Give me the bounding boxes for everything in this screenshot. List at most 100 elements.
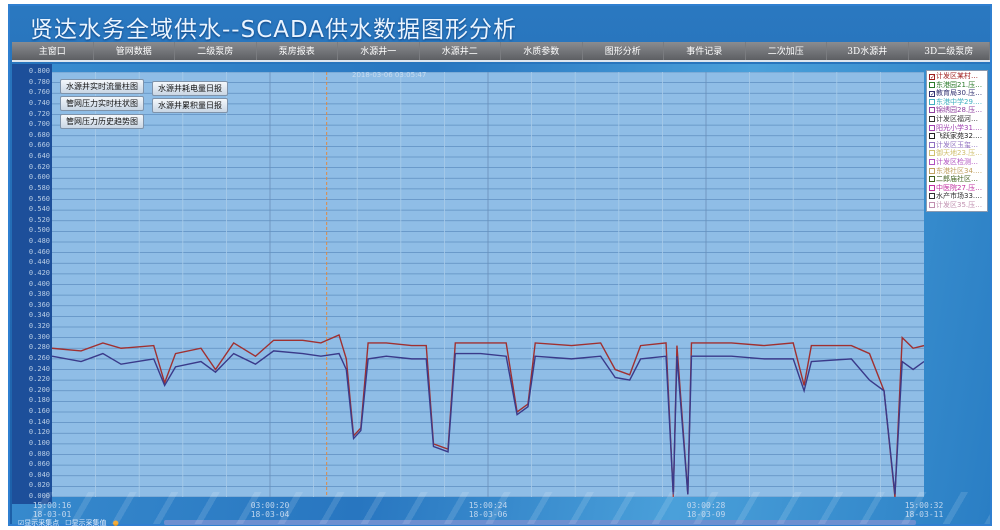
legend-label: 阳光小学31.… xyxy=(936,123,983,132)
y-tick-label: 0.700 xyxy=(28,120,50,129)
legend-item[interactable]: ✓教育局30.压… xyxy=(929,89,985,98)
show-points-checkbox[interactable]: ☑显示采集点 xyxy=(18,519,60,527)
y-tick-label: 0.680 xyxy=(28,130,50,139)
nav-item-4[interactable]: 水源井一 xyxy=(338,42,420,60)
legend-checkbox[interactable] xyxy=(929,115,935,122)
nav-item-10[interactable]: 3D水源井 xyxy=(827,42,909,60)
show-values-checkbox[interactable]: ☐显示采集值 xyxy=(65,519,107,527)
y-tick-label: 0.520 xyxy=(28,215,50,224)
x-tick-line: 15:00:24 xyxy=(468,501,508,510)
nav-item-11[interactable]: 3D二级泵房 xyxy=(909,42,990,60)
x-tick-label: 03:00:28 18-03-09 xyxy=(676,501,736,519)
y-tick-label: 0.740 xyxy=(28,98,50,107)
legend-item[interactable]: 飞跃家苑32.… xyxy=(929,132,985,141)
y-tick-label: 0.640 xyxy=(28,152,50,160)
legend-checkbox[interactable] xyxy=(929,141,935,148)
nav-item-3[interactable]: 泵房报表 xyxy=(257,42,338,60)
nav-item-5[interactable]: 水源井二 xyxy=(420,42,501,60)
legend-checkbox[interactable] xyxy=(929,124,935,131)
legend-item[interactable]: ✓计发区某村… xyxy=(929,72,985,81)
y-tick-label: 0.240 xyxy=(28,364,50,373)
series-line-0 xyxy=(52,334,924,497)
plot-area[interactable]: 2018-03-06 03:05:47 水源井实时流量柱图 管网压力实时柱状图 … xyxy=(52,71,924,497)
y-tick-label: 0.400 xyxy=(28,279,50,288)
legend-checkbox[interactable] xyxy=(929,158,935,165)
y-tick-label: 0.140 xyxy=(28,417,50,426)
legend-item[interactable]: 东港园21.压… xyxy=(929,81,985,90)
legend-checkbox[interactable] xyxy=(929,81,935,88)
y-tick-label: 0.440 xyxy=(28,258,50,267)
legend-label: 计发区玉玺… xyxy=(936,140,978,149)
y-axis: 0.000 0.020 0.040 0.060 0.080 0.100 0.120 0.140… xyxy=(12,64,52,504)
legend-checkbox[interactable]: ✓ xyxy=(929,91,936,98)
legend-checkbox[interactable] xyxy=(929,107,935,114)
flow-bar-chart-button[interactable]: 水源井实时流量柱图 xyxy=(60,79,144,94)
legend-label: 飞跃家苑32.… xyxy=(936,132,983,141)
legend-item[interactable]: 水产市场33.… xyxy=(929,192,985,201)
x-tick-label: 15:00:16 18-03-01 xyxy=(22,501,82,519)
legend-item[interactable]: 二郎庙社区… xyxy=(929,175,985,184)
legend-item[interactable]: 锦绣园28.压… xyxy=(929,106,985,115)
y-tick-label: 0.100 xyxy=(28,438,50,447)
legend-label: 锦绣园28.压… xyxy=(936,106,983,115)
nav-item-2[interactable]: 二级泵房 xyxy=(175,42,257,60)
legend-checkbox[interactable] xyxy=(929,98,935,105)
legend-item[interactable]: 御天地23.压… xyxy=(929,149,985,158)
legend-checkbox[interactable] xyxy=(929,167,935,174)
y-tick-label: 0.000 xyxy=(28,492,50,500)
time-scrollbar[interactable] xyxy=(164,520,916,525)
x-tick-line: 18-03-01 xyxy=(32,510,72,519)
legend-checkbox[interactable] xyxy=(929,201,935,208)
y-tick-label: 0.380 xyxy=(28,290,50,299)
x-tick-line: 03:00:28 xyxy=(686,501,726,510)
trend-chart xyxy=(52,72,924,497)
x-tick-line: 15:00:32 xyxy=(904,501,944,510)
nav-item-7[interactable]: 图形分析 xyxy=(583,42,664,60)
bottom-options: ☑显示采集点 ☐显示采集值 ● xyxy=(18,518,119,528)
legend-checkbox[interactable] xyxy=(929,150,935,157)
legend-checkbox[interactable] xyxy=(929,184,935,191)
nav-item-0[interactable]: 主窗口 xyxy=(12,42,94,60)
legend-label: 东港中学29.… xyxy=(936,97,983,106)
y-tick-label: 0.620 xyxy=(28,162,50,171)
y-tick-label: 0.220 xyxy=(28,375,50,384)
play-icon[interactable]: ● xyxy=(112,519,119,527)
y-tick-label: 0.260 xyxy=(28,353,50,362)
legend-checkbox[interactable] xyxy=(929,176,935,183)
legend-item[interactable]: 计发区检测… xyxy=(929,158,985,167)
chart-panel: 0.000 0.020 0.040 0.060 0.080 0.100 0.120 0.140… xyxy=(12,64,990,527)
legend-item[interactable]: 东港中学29.… xyxy=(929,98,985,107)
legend-checkbox[interactable]: ✓ xyxy=(929,74,936,81)
series-line-1 xyxy=(52,350,924,495)
legend-item[interactable]: 东港社区34.… xyxy=(929,167,985,176)
y-tick-label: 0.120 xyxy=(28,428,50,437)
x-tick-line: 15:00:16 xyxy=(32,501,72,510)
nav-item-6[interactable]: 水质参数 xyxy=(501,42,583,60)
pressure-history-button[interactable]: 管网压力历史趋势图 xyxy=(60,114,144,129)
nav-item-1[interactable]: 管网数据 xyxy=(94,42,175,60)
nav-item-9[interactable]: 二次加压 xyxy=(746,42,827,60)
legend-label: 计发区福河… xyxy=(936,114,978,123)
legend-item[interactable]: 计发区35.压… xyxy=(929,201,985,210)
legend-checkbox[interactable] xyxy=(929,133,935,140)
y-tick-label: 0.580 xyxy=(28,183,50,192)
series-legend: ✓计发区某村… 东港园21.压… ✓教育局30.压… 东港中学29.… 锦绣园28.压…… xyxy=(926,70,988,212)
legend-label: 东港园21.压… xyxy=(936,80,983,89)
x-tick-label: 15:00:32 18-03-11 xyxy=(894,501,954,519)
y-tick-label: 0.060 xyxy=(28,460,50,469)
pressure-bar-chart-button[interactable]: 管网压力实时柱状图 xyxy=(60,96,144,111)
legend-item[interactable]: 阳光小学31.… xyxy=(929,124,985,133)
nav-item-8[interactable]: 事件记录 xyxy=(664,42,746,60)
cumulative-daily-report-button[interactable]: 水源井累积量日报 xyxy=(152,98,228,113)
legend-checkbox[interactable] xyxy=(929,193,935,200)
y-tick-label: 0.320 xyxy=(28,322,50,330)
legend-label: 计发区某村… xyxy=(936,72,978,80)
legend-item[interactable]: 计发区福河… xyxy=(929,115,985,124)
y-tick-label: 0.460 xyxy=(28,247,50,256)
legend-item[interactable]: 计发区玉玺… xyxy=(929,141,985,150)
power-daily-report-button[interactable]: 水源井耗电量日报 xyxy=(152,81,228,96)
main-nav: 主窗口 管网数据 二级泵房 泵房报表 水源井一 水源井二 水质参数 图形分析 事件记录 二次加压 3… xyxy=(12,42,990,62)
y-tick-label: 0.480 xyxy=(28,237,50,245)
legend-label: 计发区检测… xyxy=(936,157,978,166)
legend-item[interactable]: 中医院27.压… xyxy=(929,184,985,193)
